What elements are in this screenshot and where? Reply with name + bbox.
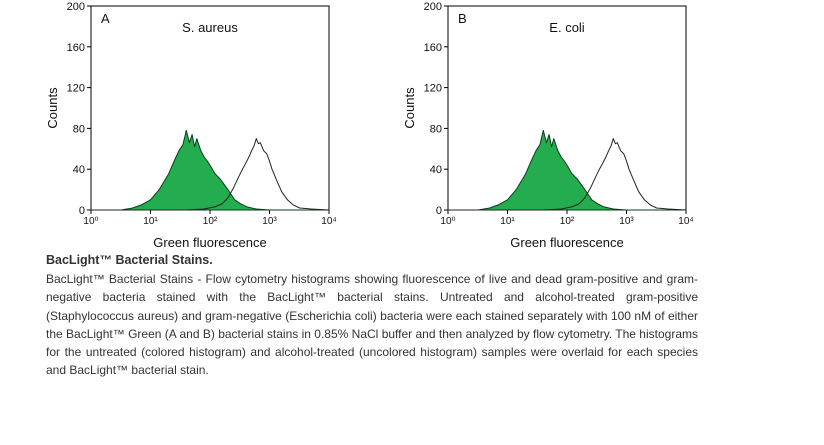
y-tick-label: 160 [67, 42, 85, 54]
histogram-alcohol-treated [448, 138, 687, 211]
y-axis-label: Counts [45, 87, 60, 129]
x-tick-label: 10² [560, 216, 575, 227]
chart-panel-B: 0 40 80 120 160 200 10⁰ 10¹ 10² 10³ 10⁴ B E. coli Gre… [402, 1, 694, 250]
panel-label: A [101, 11, 110, 26]
y-tick-label: 40 [73, 164, 85, 176]
x-tick-label: 10¹ [143, 216, 158, 227]
y-axis-label: Counts [402, 87, 417, 129]
y-tick-label: 120 [424, 83, 442, 95]
y-tick-label: 80 [430, 123, 442, 135]
y-tick-label: 200 [424, 1, 442, 13]
x-axis-label: Green fluorescence [510, 235, 623, 250]
y-tick-label: 80 [73, 123, 85, 135]
histogram-untreated [90, 129, 330, 211]
histogram-untreated [447, 129, 687, 211]
panel-label: B [458, 11, 467, 26]
caption-body: BacLight™ Bacterial Stains - Flow cytome… [46, 272, 698, 378]
histogram-alcohol-treated [91, 138, 330, 211]
x-axis-label: Green fluorescence [153, 235, 266, 250]
x-tick-label: 10¹ [500, 216, 515, 227]
chart-title: S. aureus [182, 20, 238, 35]
chart-title: E. coli [549, 20, 585, 35]
x-tick-label: 10³ [619, 216, 634, 227]
x-tick-label: 10⁴ [678, 216, 693, 227]
y-tick-label: 200 [67, 1, 85, 13]
chart-panel-A: 0 40 80 120 160 200 10⁰ 10¹ 10² 10³ 10⁴ A S. aureus G… [45, 1, 337, 250]
y-tick-label: 160 [424, 42, 442, 54]
y-tick-label: 0 [79, 205, 85, 217]
y-tick-label: 40 [430, 164, 442, 176]
caption-title: BacLight™ Bacterial Stains. [46, 253, 213, 267]
x-tick-label: 10⁰ [440, 216, 455, 227]
x-tick-label: 10³ [262, 216, 277, 227]
y-tick-label: 120 [67, 83, 85, 95]
y-tick-label: 0 [436, 205, 442, 217]
x-tick-label: 10⁴ [321, 216, 336, 227]
figure-panels: 0 40 80 120 160 200 10⁰ 10¹ 10² 10³ 10⁴ A S. aureus G… [45, 1, 694, 250]
x-tick-label: 10⁰ [83, 216, 98, 227]
x-tick-label: 10² [203, 216, 218, 227]
